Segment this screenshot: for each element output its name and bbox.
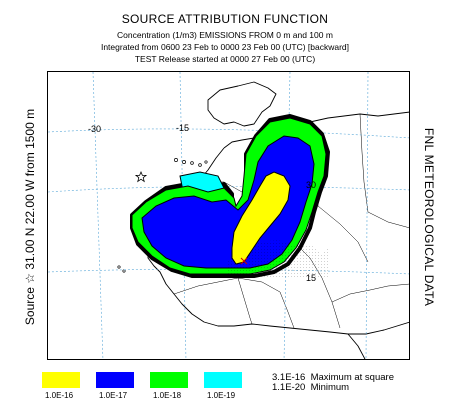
- legend-swatch-1e-16: [42, 372, 80, 388]
- grid-label-lat-30: 30: [306, 180, 316, 190]
- legend-swatch-1e-19: [204, 372, 242, 388]
- legend-label-1e-17: 1.0E-17: [99, 391, 128, 400]
- legend-label-1e-16: 1.0E-16: [45, 391, 74, 400]
- grid-label-lat-15: 15: [306, 273, 316, 283]
- min-text: Minimum: [310, 382, 350, 393]
- max-value: 3.1E-16: [272, 372, 306, 383]
- iberia-outline: [207, 81, 277, 127]
- map-canvas: -30 -15 30 15: [48, 72, 409, 359]
- legend-swatch-1e-17: [96, 372, 134, 388]
- min-value: 1.1E-20: [272, 382, 306, 393]
- grid-label-lon-30: -30: [88, 124, 101, 134]
- max-stat-row: 3.1E-16 Maximum at square: [272, 373, 394, 383]
- legend-swatch-1e-18: [150, 372, 188, 388]
- legend: 1.0E-16 1.0E-17 1.0E-18 1.0E-19: [0, 368, 450, 412]
- contour-1e-17: [141, 135, 315, 269]
- contour-outline-outer: [130, 114, 330, 278]
- min-stat-row: 1.1E-20 Minimum: [272, 383, 394, 393]
- map-panel: -30 -15 30 15: [47, 71, 410, 360]
- concentration-plume: [130, 114, 330, 278]
- grid-labels: -30 -15 30 15: [88, 123, 316, 283]
- max-text: Maximum at square: [310, 372, 394, 383]
- plot-title: SOURCE ATTRIBUTION FUNCTION: [121, 12, 329, 26]
- legend-label-1e-18: 1.0E-18: [153, 391, 182, 400]
- grid-label-lon-15: -15: [176, 123, 189, 133]
- concentration-stats: 3.1E-16 Maximum at square 1.1E-20 Minimu…: [272, 373, 394, 393]
- gulf-coast: [347, 333, 366, 359]
- meteo-data-label: FNL METEOROLOGICAL DATA: [422, 127, 436, 307]
- source-location-label: Source ☆ 31.00 N 22.00 W from 1500 m: [23, 108, 37, 326]
- legend-label-1e-19: 1.0E-19: [207, 391, 236, 400]
- star-icon: [134, 170, 148, 183]
- subtitle-release: TEST Release started at 0000 27 Feb 00 (…: [134, 54, 316, 64]
- cross-icon: [240, 257, 248, 265]
- subtitle-emissions: Concentration (1/m3) EMISSIONS FROM 0 m …: [117, 30, 333, 40]
- subtitle-integration: Integrated from 0600 23 Feb to 0000 23 F…: [100, 42, 350, 52]
